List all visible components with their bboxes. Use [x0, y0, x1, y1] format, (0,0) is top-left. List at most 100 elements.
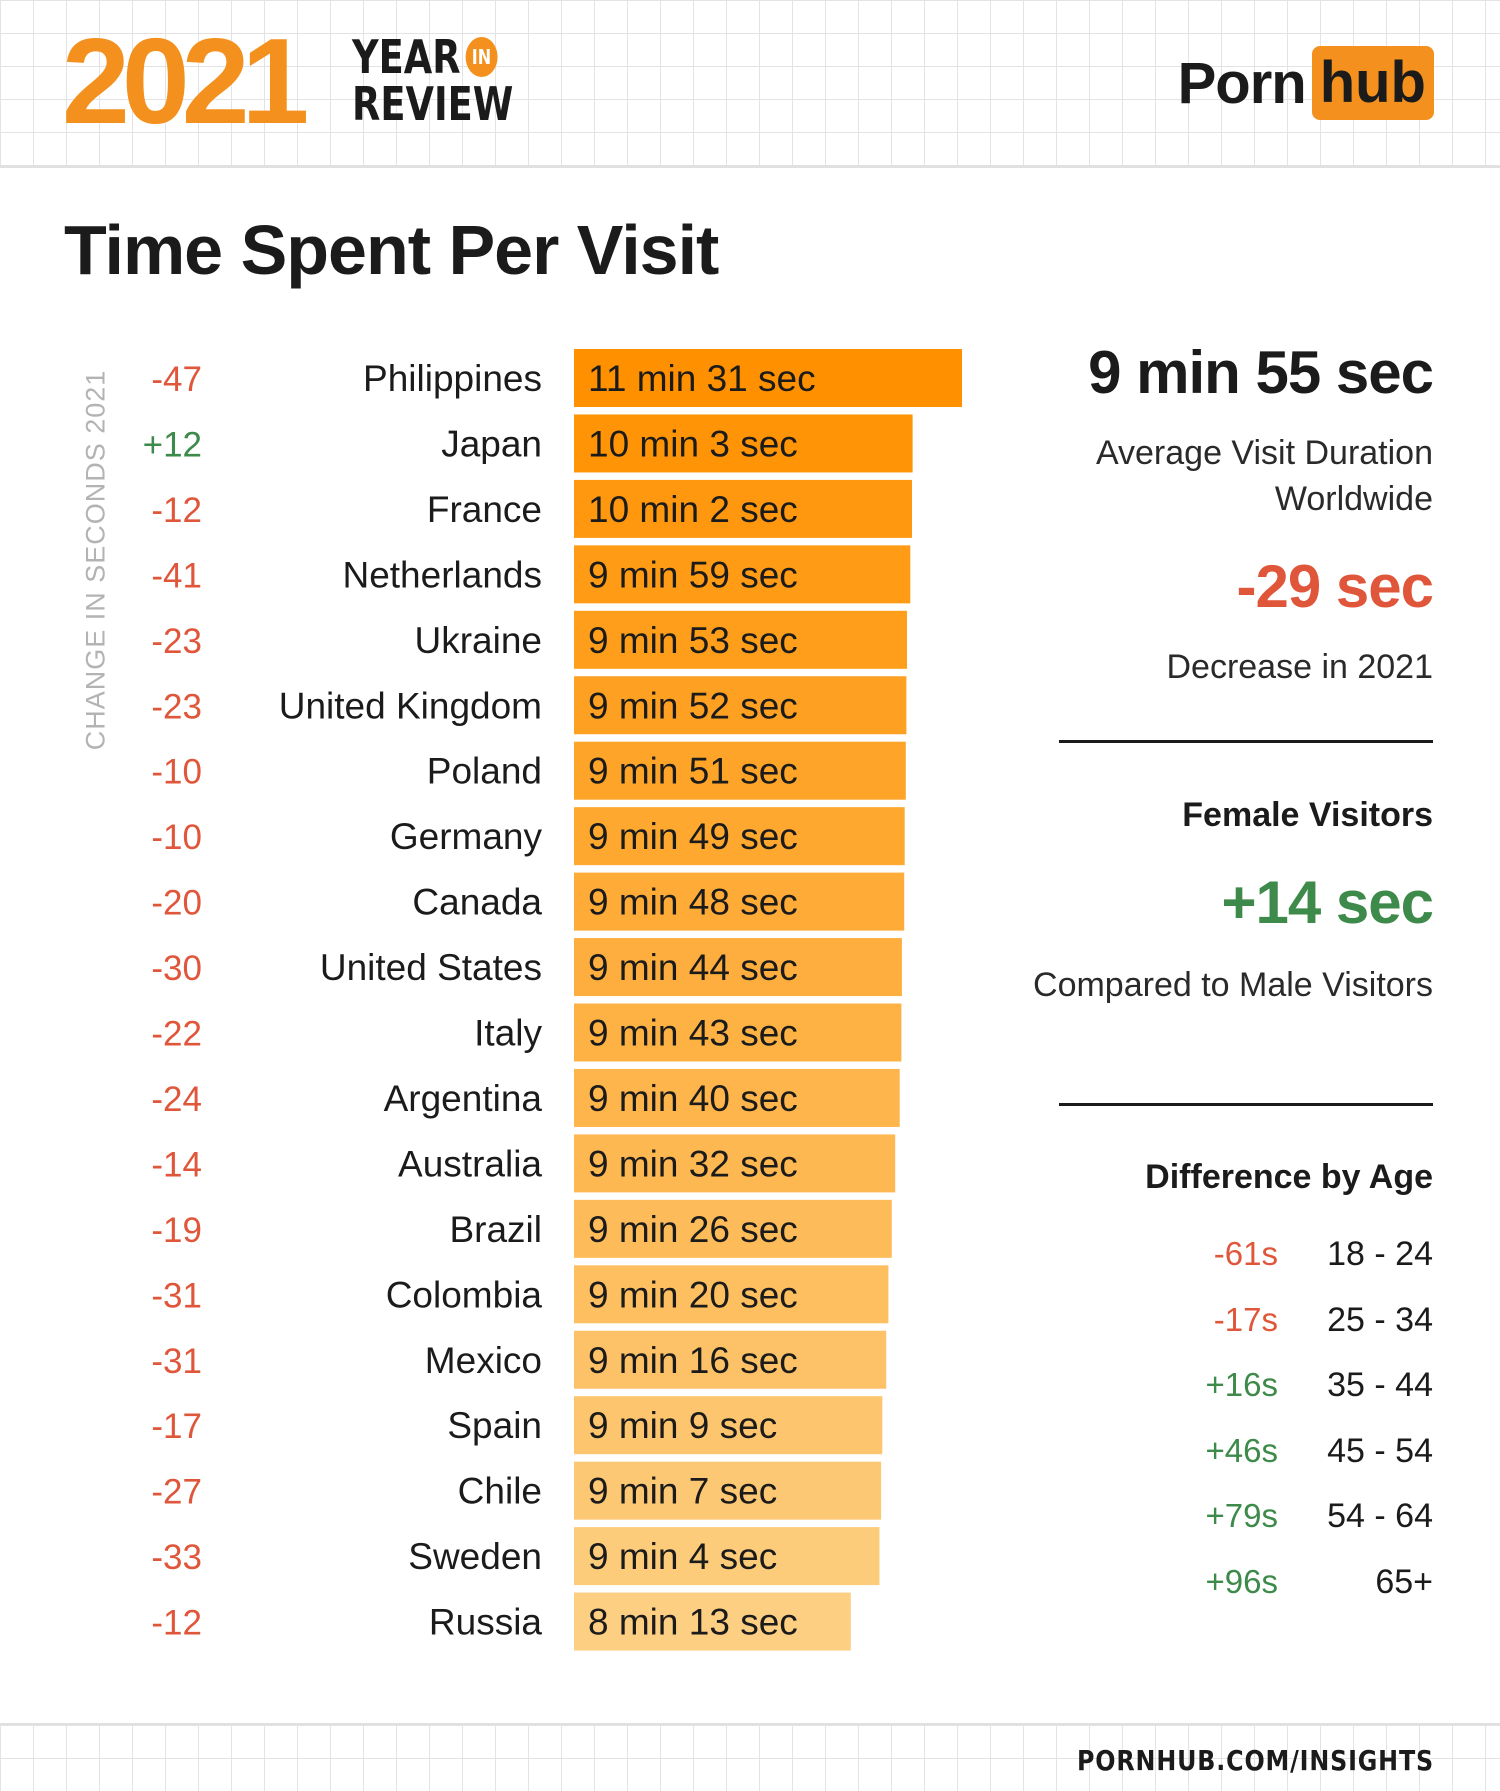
country-label: Poland: [427, 751, 542, 792]
age-range: 35 - 44: [1327, 1366, 1433, 1404]
change-label: -19: [151, 1211, 202, 1250]
country-label: Philippines: [363, 358, 542, 399]
age-row: +46s 45 - 54: [1158, 1432, 1433, 1498]
age-difference-table: -61s 18 - 24 -17s 25 - 34 +16s 35 - 44 +…: [1158, 1235, 1433, 1628]
bar-value-label: 10 min 2 sec: [588, 489, 798, 530]
age-diff: -17s: [1213, 1300, 1278, 1338]
change-label: -10: [151, 818, 202, 857]
bar-value-label: 9 min 52 sec: [588, 685, 798, 726]
country-label: Ukraine: [415, 620, 543, 661]
bar-value-label: 9 min 49 sec: [588, 816, 798, 857]
change-label: -33: [151, 1538, 202, 1577]
age-row: -61s 18 - 24: [1158, 1235, 1433, 1301]
country-label: Mexico: [425, 1340, 542, 1381]
country-label: Chile: [458, 1471, 542, 1512]
age-range: 18 - 24: [1327, 1235, 1433, 1273]
bar-russia: [574, 1592, 851, 1651]
country-label: Australia: [398, 1143, 542, 1184]
change-label: -24: [151, 1080, 202, 1119]
bar-value-label: 9 min 7 sec: [588, 1471, 777, 1512]
change-label: -27: [151, 1473, 202, 1512]
yir-in-badge: IN: [465, 36, 498, 77]
change-label: -10: [151, 753, 202, 792]
bar-france: [574, 479, 912, 538]
bar-australia: [574, 1134, 896, 1193]
bar-colombia: [574, 1265, 889, 1324]
bar-value-label: 9 min 40 sec: [588, 1078, 798, 1119]
yir-line1: YEAR: [352, 30, 461, 84]
bar-value-label: 9 min 51 sec: [588, 751, 798, 792]
change-label: -23: [151, 622, 202, 661]
average-duration-value: 9 min 55 sec: [1088, 339, 1434, 406]
female-label: Compared to Male Visitors: [1033, 966, 1433, 1004]
brand-logo: Porn hub: [1178, 46, 1434, 120]
country-label: United States: [320, 947, 542, 988]
change-label: -17: [151, 1407, 202, 1446]
age-row: +79s 54 - 64: [1158, 1497, 1433, 1563]
change-label: -12: [151, 491, 202, 530]
bar-value-label: 9 min 32 sec: [588, 1143, 798, 1184]
brand-part2: hub: [1311, 46, 1434, 120]
average-duration-label: Average Visit Duration Worldwide: [1095, 434, 1433, 518]
bar-value-label: 9 min 59 sec: [588, 554, 798, 595]
bar-value-label: 11 min 31 sec: [588, 358, 816, 399]
age-range: 65+: [1375, 1562, 1433, 1601]
bar-canada: [574, 872, 905, 931]
country-label: Japan: [441, 423, 542, 464]
female-heading: Female Visitors: [1182, 796, 1433, 834]
yir-line2: REVIEW: [352, 76, 514, 131]
header-band: [0, 0, 1500, 168]
age-range: 25 - 34: [1327, 1300, 1433, 1339]
age-diff: -61s: [1213, 1235, 1278, 1272]
bar-ukraine: [574, 610, 907, 669]
change-label: -31: [151, 1276, 202, 1315]
age-range: 45 - 54: [1327, 1431, 1433, 1470]
bar-value-label: 9 min 9 sec: [588, 1405, 777, 1446]
bar-mexico: [574, 1330, 887, 1389]
divider: [1059, 1103, 1433, 1106]
bar-value-label: 9 min 48 sec: [588, 882, 798, 923]
bar-philippines: [574, 349, 962, 407]
bar-value-label: 9 min 53 sec: [588, 620, 798, 661]
age-row: +96s 65+: [1158, 1563, 1433, 1629]
bar-chart: 11 min 31 sec Philippines -47 10 min 3 sec J…: [143, 349, 962, 1651]
bar-spain: [574, 1396, 883, 1455]
bar-chile: [574, 1461, 882, 1520]
page-title: Time Spent Per Visit: [64, 211, 719, 289]
bar-italy: [574, 1003, 902, 1062]
change-label: -41: [151, 556, 202, 595]
age-diff: +96s: [1205, 1562, 1278, 1600]
country-label: Russia: [429, 1602, 543, 1643]
bar-sweden: [574, 1527, 880, 1586]
brand-part1: Porn: [1177, 50, 1307, 116]
female-value: +14 sec: [1221, 869, 1434, 936]
bar-value-label: 9 min 20 sec: [588, 1274, 798, 1315]
country-label: Italy: [474, 1013, 542, 1054]
change-label: -23: [151, 687, 202, 726]
bar-value-label: 9 min 44 sec: [588, 947, 798, 988]
country-label: Sweden: [408, 1536, 542, 1577]
country-label: Netherlands: [342, 554, 542, 595]
change-label: -20: [151, 884, 202, 923]
age-row: -17s 25 - 34: [1158, 1301, 1433, 1367]
country-label: Spain: [447, 1405, 542, 1446]
country-label: Brazil: [449, 1209, 542, 1250]
bar-united-kingdom: [574, 676, 907, 735]
country-label: United Kingdom: [279, 685, 542, 726]
change-label: -47: [151, 360, 202, 399]
year-in-review-logo: YEAR IN REVIEW: [352, 34, 513, 127]
change-label: -22: [151, 1015, 202, 1054]
bar-argentina: [574, 1068, 900, 1127]
bar-japan: [574, 414, 913, 473]
change-label: -31: [151, 1342, 202, 1381]
country-label: Colombia: [386, 1274, 543, 1315]
age-range: 54 - 64: [1327, 1497, 1433, 1535]
age-diff: +16s: [1205, 1366, 1278, 1403]
change-label: -30: [151, 949, 202, 988]
age-heading: Difference by Age: [1145, 1158, 1433, 1196]
change-label: -14: [151, 1145, 202, 1184]
bar-united-states: [574, 938, 902, 997]
country-label: Germany: [390, 816, 543, 857]
bar-value-label: 9 min 16 sec: [588, 1340, 798, 1381]
year-logo: 2021: [62, 13, 309, 149]
